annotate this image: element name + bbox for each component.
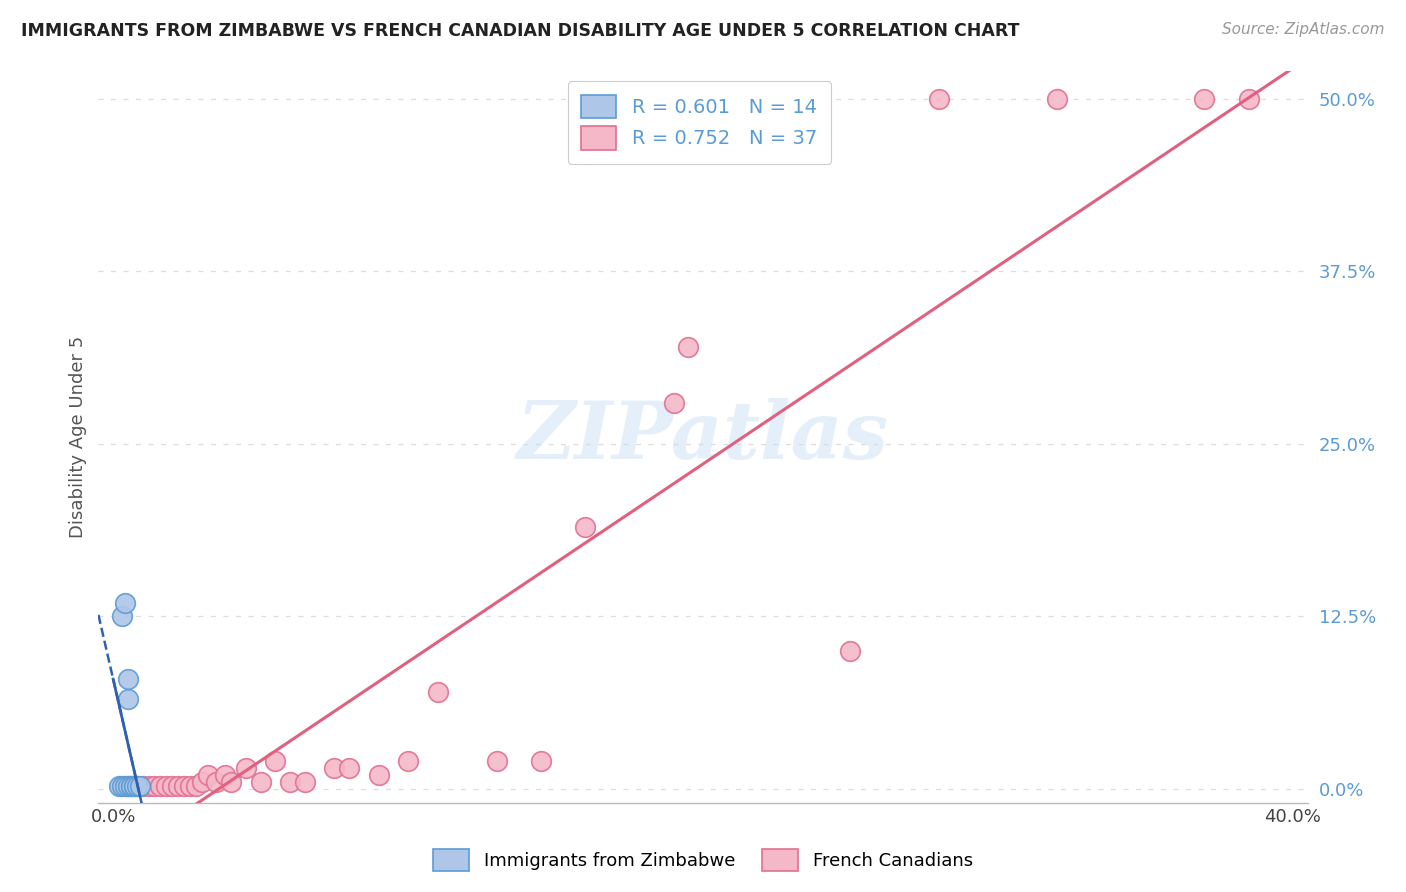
Point	[149, 779, 172, 793]
Point	[143, 779, 166, 793]
Point	[426, 685, 449, 699]
Point	[111, 779, 134, 793]
Point	[214, 768, 236, 782]
Point	[167, 779, 190, 793]
Point	[120, 779, 142, 793]
Point	[120, 779, 142, 793]
Point	[219, 775, 242, 789]
Point	[184, 779, 207, 793]
Point	[294, 775, 316, 789]
Point	[125, 779, 148, 793]
Point	[197, 768, 219, 782]
Text: ZIPatlas: ZIPatlas	[517, 399, 889, 475]
Point	[179, 779, 201, 793]
Point	[138, 779, 160, 793]
Point	[173, 779, 195, 793]
Text: IMMIGRANTS FROM ZIMBABWE VS FRENCH CANADIAN DISABILITY AGE UNDER 5 CORRELATION C: IMMIGRANTS FROM ZIMBABWE VS FRENCH CANAD…	[21, 22, 1019, 40]
Point	[367, 768, 389, 782]
Legend: R = 0.601   N = 14, R = 0.752   N = 37: R = 0.601 N = 14, R = 0.752 N = 37	[568, 81, 831, 163]
Text: Source: ZipAtlas.com: Source: ZipAtlas.com	[1222, 22, 1385, 37]
Point	[131, 779, 153, 793]
Y-axis label: Disability Age Under 5: Disability Age Under 5	[69, 336, 87, 538]
Point	[337, 761, 360, 775]
Point	[125, 779, 148, 793]
Point	[574, 520, 596, 534]
Point	[117, 779, 139, 793]
Point	[155, 779, 177, 793]
Point	[117, 692, 139, 706]
Point	[662, 395, 685, 409]
Point	[111, 609, 134, 624]
Point	[114, 779, 136, 793]
Point	[235, 761, 257, 775]
Point	[928, 92, 950, 106]
Point	[530, 755, 553, 769]
Point	[396, 755, 419, 769]
Point	[122, 779, 145, 793]
Point	[485, 755, 508, 769]
Point	[264, 755, 287, 769]
Point	[117, 672, 139, 686]
Point	[678, 340, 700, 354]
Legend: Immigrants from Zimbabwe, French Canadians: Immigrants from Zimbabwe, French Canadia…	[426, 842, 980, 879]
Point	[190, 775, 212, 789]
Point	[1194, 92, 1216, 106]
Point	[205, 775, 228, 789]
Point	[839, 644, 862, 658]
Point	[1237, 92, 1260, 106]
Point	[323, 761, 346, 775]
Point	[160, 779, 183, 793]
Point	[117, 779, 139, 793]
Point	[1046, 92, 1069, 106]
Point	[249, 775, 271, 789]
Point	[128, 779, 150, 793]
Point	[108, 779, 131, 793]
Point	[278, 775, 301, 789]
Point	[114, 596, 136, 610]
Point	[122, 779, 145, 793]
